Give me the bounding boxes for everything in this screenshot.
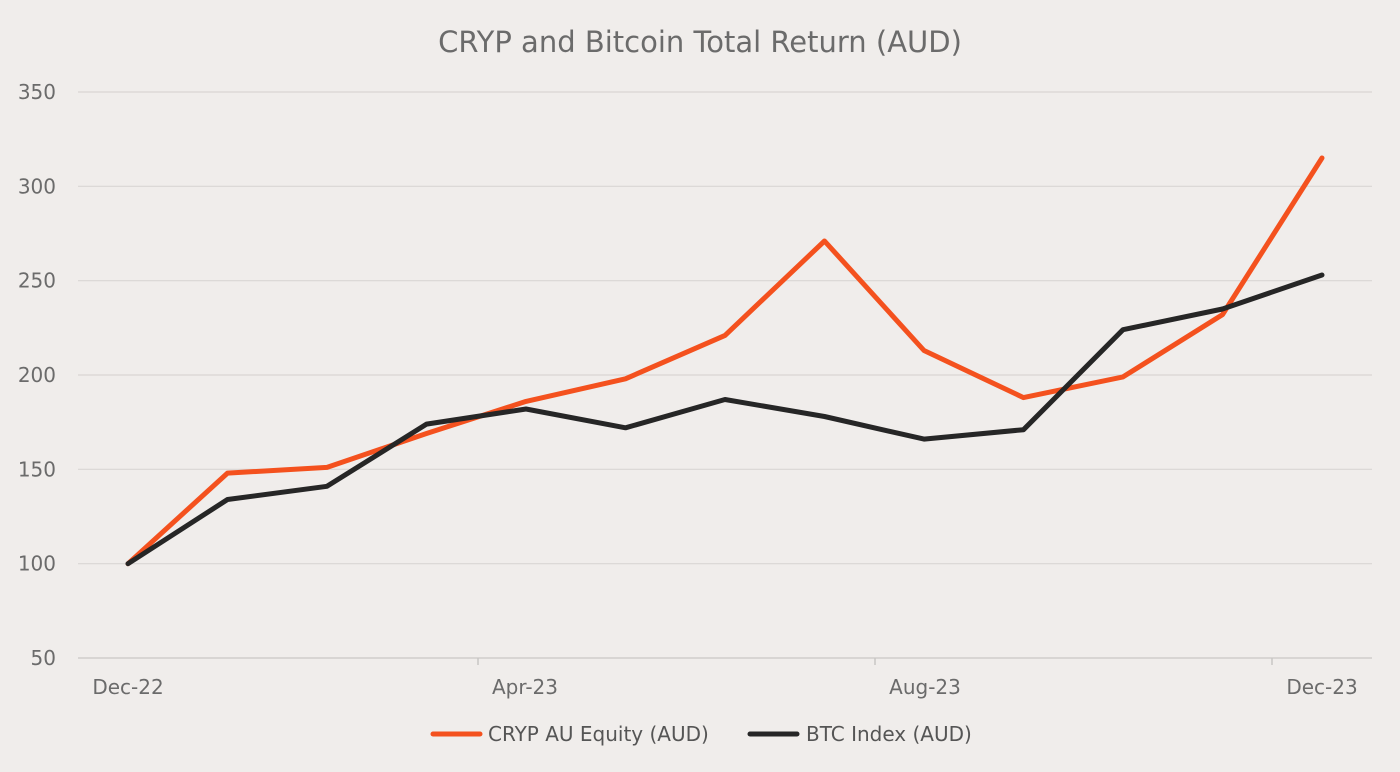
y-tick-label: 50	[31, 646, 56, 670]
x-tick-label: Dec-22	[92, 675, 163, 699]
y-tick-label: 350	[18, 80, 56, 104]
series-line-cryp	[125, 155, 1325, 567]
data-point	[524, 399, 529, 404]
legend-label: BTC Index (AUD)	[806, 722, 972, 746]
data-point	[822, 239, 827, 244]
y-tick-label: 300	[18, 174, 56, 198]
data-point	[1320, 273, 1325, 278]
data-point	[723, 397, 728, 402]
data-point	[822, 414, 827, 419]
data-point	[1320, 156, 1325, 161]
data-point	[1021, 395, 1026, 400]
y-tick-label: 250	[18, 269, 56, 293]
data-point	[424, 431, 429, 436]
data-point	[424, 422, 429, 427]
y-tick-label: 150	[18, 457, 56, 481]
data-point	[325, 484, 330, 489]
series-lines	[125, 155, 1325, 567]
data-point	[225, 471, 230, 476]
data-point	[623, 425, 628, 430]
data-point	[1121, 374, 1126, 379]
legend: CRYP AU Equity (AUD) BTC Index (AUD)	[430, 722, 972, 746]
x-tick-label: Apr-23	[492, 675, 558, 699]
legend-label: CRYP AU Equity (AUD)	[488, 722, 709, 746]
data-point	[1121, 327, 1126, 332]
data-point	[1220, 306, 1225, 311]
chart-title: CRYP and Bitcoin Total Return (AUD)	[438, 25, 962, 59]
data-point	[126, 561, 131, 566]
data-point	[225, 497, 230, 502]
data-point	[623, 376, 628, 381]
y-tick-label: 200	[18, 363, 56, 387]
data-point	[1220, 312, 1225, 317]
x-tick-label: Aug-23	[889, 675, 961, 699]
data-point	[1021, 427, 1026, 432]
axes: 50 100 150 200 250 300 350 Dec-22 Apr-23 Aug-23 De…	[18, 80, 1372, 699]
data-point	[922, 348, 927, 353]
data-point	[723, 333, 728, 338]
data-point	[524, 406, 529, 411]
x-tick-label: Dec-23	[1286, 675, 1357, 699]
data-point	[325, 465, 330, 470]
data-point	[922, 437, 927, 442]
y-tick-label: 100	[18, 552, 56, 576]
series-line-btc	[125, 272, 1325, 567]
